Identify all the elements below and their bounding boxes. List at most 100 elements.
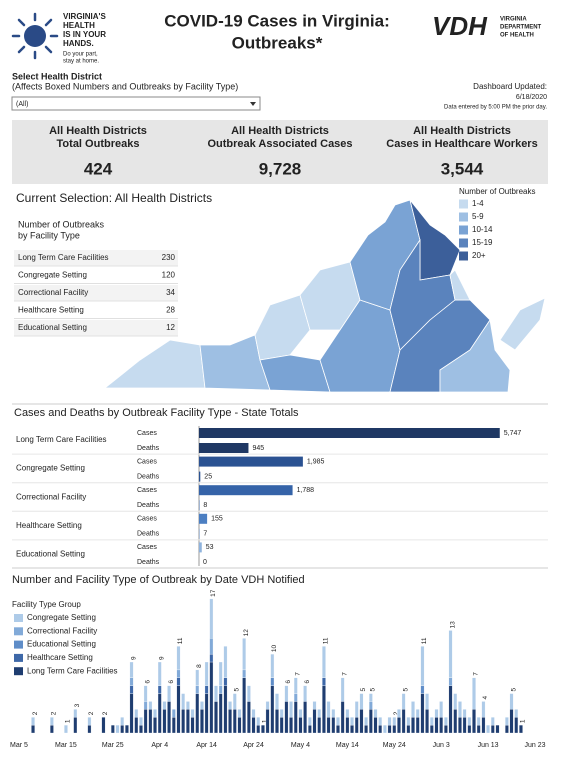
total-label: 6 bbox=[168, 680, 175, 684]
bar-segment bbox=[167, 701, 171, 734]
bar-segment bbox=[453, 709, 458, 734]
bar-segment bbox=[251, 717, 256, 734]
bar-segment bbox=[214, 685, 218, 702]
table-subtitle: by Facility Type bbox=[18, 230, 80, 240]
bar-segment bbox=[336, 717, 340, 726]
bar-segment bbox=[509, 709, 514, 734]
kpi-title: All Health Districts bbox=[231, 125, 329, 137]
bar-segment bbox=[153, 717, 157, 734]
logo-text: IS IN YOUR bbox=[63, 30, 106, 39]
bar-segment bbox=[415, 717, 420, 734]
bar-segment bbox=[279, 709, 284, 718]
value-label: 5,747 bbox=[504, 430, 522, 437]
legend-swatch bbox=[14, 614, 23, 622]
chart-title: Cases and Deaths by Outbreak Facility Ty… bbox=[14, 407, 299, 419]
bar-segment bbox=[490, 724, 495, 734]
chart-title: Number and Facility Type of Outbreak by … bbox=[12, 574, 305, 586]
bar-segment bbox=[411, 717, 415, 734]
bar-segment bbox=[275, 709, 279, 734]
bar-segment bbox=[134, 709, 139, 718]
bar-segment bbox=[64, 724, 68, 734]
series-label: Cases bbox=[137, 430, 157, 437]
bar-segment bbox=[326, 701, 331, 718]
total-label: 11 bbox=[177, 637, 184, 644]
vdh-text: DEPARTMENT bbox=[500, 25, 542, 31]
bar-segment bbox=[340, 701, 345, 734]
value-label: 25 bbox=[204, 473, 212, 480]
bar-segment bbox=[514, 717, 519, 734]
bar bbox=[199, 485, 293, 496]
bar-segment bbox=[378, 717, 383, 726]
bar-segment bbox=[181, 693, 186, 710]
bar-segment bbox=[49, 717, 54, 726]
bar-segment bbox=[373, 717, 378, 734]
table-title: Number of Outbreaks bbox=[18, 219, 105, 229]
bar-segment bbox=[364, 724, 368, 734]
bar-segment bbox=[368, 693, 373, 702]
x-tick-label: Apr 4 bbox=[151, 742, 168, 749]
bar-segment bbox=[120, 724, 125, 734]
bar-segment bbox=[153, 709, 157, 718]
table-count: 34 bbox=[166, 288, 175, 297]
bar-segment bbox=[125, 724, 129, 734]
bar-segment bbox=[444, 724, 448, 734]
bar-segment bbox=[383, 724, 387, 734]
legend-swatch bbox=[14, 667, 23, 676]
bar-segment bbox=[157, 661, 162, 686]
bar-segment bbox=[326, 717, 331, 734]
map-legend-title: Number of Outbreaks bbox=[459, 187, 535, 196]
bar-segment bbox=[429, 724, 434, 734]
total-label: 1 bbox=[520, 719, 527, 723]
bar-segment bbox=[387, 717, 392, 726]
bar-segment bbox=[204, 685, 209, 694]
bar-segment bbox=[392, 724, 397, 734]
bar-segment bbox=[129, 685, 134, 694]
bar-segment bbox=[232, 693, 237, 710]
dropdown-value[interactable]: (All) bbox=[16, 101, 28, 108]
bar-segment bbox=[162, 701, 167, 710]
legend-label: Correctional Facility bbox=[27, 626, 97, 635]
value-label: 945 bbox=[252, 445, 264, 452]
bar-segment bbox=[392, 717, 397, 726]
series-label: Cases bbox=[137, 544, 157, 551]
x-tick-label: Jun 3 bbox=[433, 742, 450, 749]
dropdown[interactable]: (All) bbox=[11, 96, 261, 111]
bar-segment bbox=[261, 724, 265, 734]
bar-segment bbox=[279, 717, 284, 734]
total-label: 13 bbox=[449, 621, 456, 629]
bar-segment bbox=[411, 701, 415, 718]
bar-segment bbox=[200, 709, 204, 734]
bar-segment bbox=[298, 709, 303, 718]
table-count: 12 bbox=[166, 323, 175, 332]
map-legend-swatch bbox=[459, 238, 468, 248]
total-label: 9 bbox=[158, 656, 165, 660]
bar-segment bbox=[181, 709, 186, 734]
bar-segment bbox=[293, 677, 298, 694]
bar-segment bbox=[420, 685, 425, 694]
bar-segment bbox=[481, 717, 486, 734]
total-label: 5 bbox=[370, 688, 377, 692]
bar-segment bbox=[186, 701, 190, 710]
bar-segment bbox=[476, 724, 481, 734]
bar-segment bbox=[312, 701, 317, 710]
bar-segment bbox=[195, 685, 200, 694]
bar-segment bbox=[345, 709, 350, 718]
filter-hint: (Affects Boxed Numbers and Outbreaks by … bbox=[12, 81, 238, 91]
bar-segment bbox=[73, 709, 78, 718]
table-count: 230 bbox=[162, 253, 176, 262]
bar-segment bbox=[143, 685, 148, 702]
bar-segment bbox=[162, 709, 167, 734]
series-label: Deaths bbox=[137, 531, 160, 538]
bar-segment bbox=[331, 709, 336, 718]
bar-segment bbox=[472, 677, 476, 710]
total-label: 6 bbox=[285, 680, 292, 684]
bar-segment bbox=[247, 685, 251, 702]
kpi-value: 3,544 bbox=[441, 159, 484, 178]
bar-segment bbox=[378, 724, 383, 734]
category-label: Long Term Care Facilities bbox=[16, 435, 107, 444]
bar-segment bbox=[209, 661, 214, 734]
legend-label: Educational Setting bbox=[27, 640, 96, 649]
bar-segment bbox=[204, 693, 209, 734]
bar-segment bbox=[49, 724, 54, 734]
bar-segment bbox=[322, 685, 326, 734]
